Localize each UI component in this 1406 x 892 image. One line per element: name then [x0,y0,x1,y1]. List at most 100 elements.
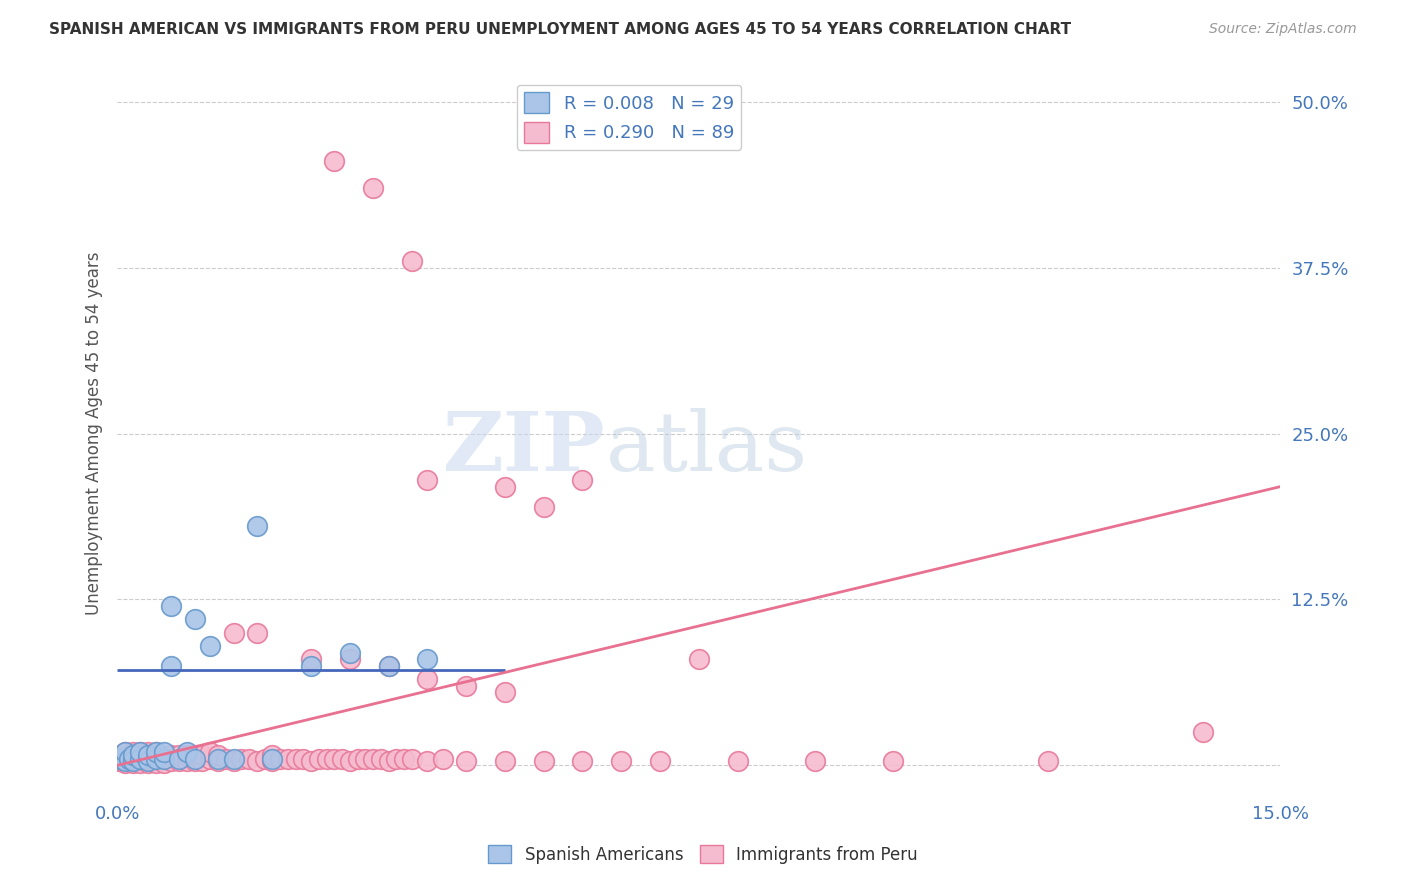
Point [110,752,132,766]
Point [246,519,269,533]
Point [121,756,143,770]
Point [416,652,439,666]
Point [152,745,174,759]
Point [323,752,346,766]
Point [176,745,198,759]
Point [207,747,229,762]
Point [107,755,129,769]
Point [129,756,152,770]
Point [136,756,159,770]
Point [533,755,555,769]
Text: Source: ZipAtlas.com: Source: ZipAtlas.com [1209,22,1357,37]
Point [533,500,555,514]
Point [160,747,183,762]
Point [284,752,307,766]
Point [392,752,415,766]
Point [361,752,384,766]
Point [299,652,322,666]
Point [416,755,439,769]
Point [176,747,198,762]
Point [727,755,749,769]
Point [308,752,330,766]
Point [416,672,439,686]
Point [299,658,322,673]
Point [176,755,198,769]
Point [114,755,136,769]
Point [160,599,183,613]
Point [354,752,377,766]
Point [1191,725,1213,739]
Point [361,181,384,195]
Legend: Spanish Americans, Immigrants from Peru: Spanish Americans, Immigrants from Peru [481,838,925,871]
Point [145,745,167,759]
Point [152,750,174,764]
Point [114,745,136,759]
Point [238,752,260,766]
Point [110,752,132,766]
Point [184,612,207,626]
Point [416,473,439,487]
Point [136,745,159,759]
Point [377,755,399,769]
Point [231,752,253,766]
Point [370,752,392,766]
Point [262,752,284,766]
Point [152,756,174,770]
Point [804,755,827,769]
Point [262,755,284,769]
Point [121,747,143,762]
Point [121,745,143,759]
Point [323,154,346,169]
Point [118,752,141,766]
Y-axis label: Unemployment Among Ages 45 to 54 years: Unemployment Among Ages 45 to 54 years [86,252,103,615]
Point [118,755,141,769]
Point [269,752,291,766]
Point [184,752,207,766]
Point [160,755,183,769]
Point [346,752,368,766]
Point [456,755,478,769]
Point [401,254,423,268]
Point [167,752,190,766]
Point [339,755,361,769]
Point [129,752,152,766]
Point [129,745,152,759]
Point [571,755,593,769]
Point [494,755,516,769]
Point [222,625,245,640]
Point [456,679,478,693]
Point [688,652,710,666]
Point [610,755,633,769]
Point [207,755,229,769]
Point [145,752,167,766]
Point [136,747,159,762]
Point [114,756,136,770]
Point [494,685,516,699]
Point [114,752,136,766]
Point [200,745,222,759]
Point [339,652,361,666]
Point [184,747,207,762]
Point [401,752,423,766]
Point [377,658,399,673]
Point [167,747,190,762]
Point [339,646,361,660]
Point [246,625,269,640]
Point [253,752,276,766]
Point [385,752,408,766]
Point [246,755,269,769]
Point [129,745,152,759]
Point [129,752,152,766]
Point [207,752,229,766]
Point [114,745,136,759]
Point [121,755,143,769]
Point [222,752,245,766]
Point [571,473,593,487]
Point [215,752,238,766]
Point [432,752,454,766]
Point [882,755,904,769]
Point [277,752,299,766]
Point [121,752,143,766]
Point [167,755,190,769]
Point [648,755,671,769]
